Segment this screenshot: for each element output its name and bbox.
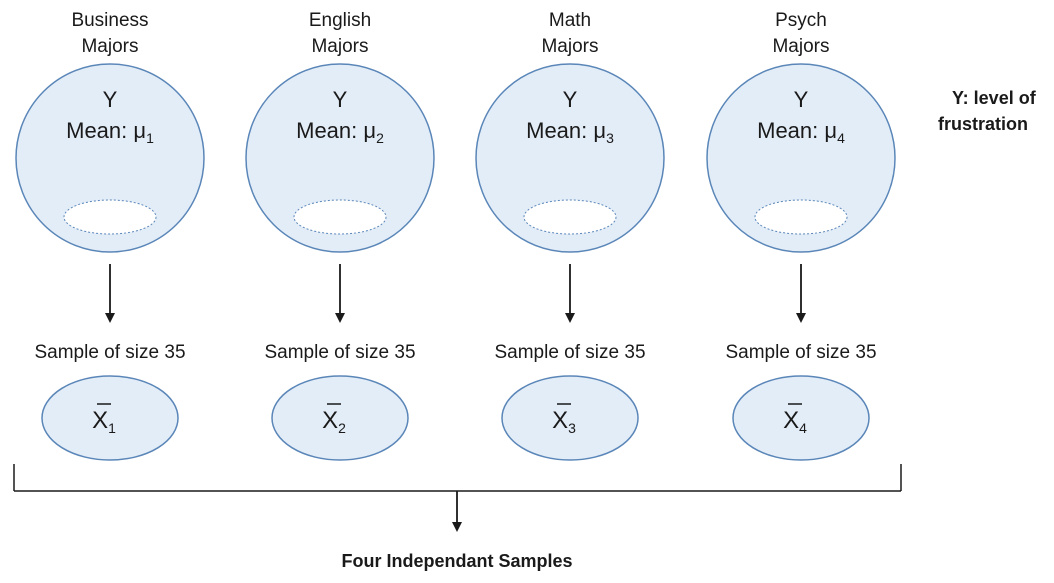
population-circle bbox=[706, 63, 896, 253]
population-name-line1: Psych bbox=[775, 10, 827, 31]
sample-ellipse bbox=[271, 375, 409, 461]
sample-hole bbox=[293, 199, 387, 235]
sample-size-label: Sample of size 35 bbox=[34, 342, 185, 363]
sample-ellipse bbox=[732, 375, 870, 461]
population-name-line2: Majors bbox=[541, 36, 598, 57]
sample-ellipse bbox=[41, 375, 179, 461]
sample-mean-xbar: X1 bbox=[92, 407, 116, 436]
sample-mean-xbar: X4 bbox=[783, 407, 807, 436]
population-group-business: Business Majors Y Mean: μ1 Sample of siz… bbox=[15, 10, 205, 461]
population-mean: Mean: μ2 bbox=[296, 118, 384, 146]
variable-definition-note: Y: level of frustration bbox=[938, 88, 1037, 134]
population-mean: Mean: μ1 bbox=[66, 118, 154, 146]
sample-hole bbox=[63, 199, 157, 235]
sample-size-label: Sample of size 35 bbox=[725, 342, 876, 363]
population-name-line1: Math bbox=[549, 10, 591, 31]
sample-hole bbox=[523, 199, 617, 235]
population-mean: Mean: μ4 bbox=[757, 118, 845, 146]
sample-mean-xbar: X3 bbox=[552, 407, 576, 436]
population-variable: Y bbox=[563, 87, 578, 112]
population-circle bbox=[15, 63, 205, 253]
population-name-line2: Majors bbox=[81, 36, 138, 57]
population-name-line1: Business bbox=[71, 10, 148, 31]
population-variable: Y bbox=[103, 87, 118, 112]
population-circle bbox=[475, 63, 665, 253]
population-group-english: English Majors Y Mean: μ2 Sample of size… bbox=[245, 10, 435, 461]
population-variable: Y bbox=[333, 87, 348, 112]
sample-size-label: Sample of size 35 bbox=[494, 342, 645, 363]
sample-mean-xbar: X2 bbox=[322, 407, 346, 436]
side-note-line2: frustration bbox=[938, 114, 1028, 134]
sample-ellipse bbox=[501, 375, 639, 461]
population-name-line1: English bbox=[309, 10, 371, 31]
sample-size-label: Sample of size 35 bbox=[264, 342, 415, 363]
side-note-line1: Y: level of bbox=[952, 88, 1037, 108]
population-group-math: Math Majors Y Mean: μ3 Sample of size 35… bbox=[475, 10, 665, 461]
sample-hole bbox=[754, 199, 848, 235]
population-group-psych: Psych Majors Y Mean: μ4 Sample of size 3… bbox=[706, 10, 896, 461]
population-name-line2: Majors bbox=[772, 36, 829, 57]
population-mean: Mean: μ3 bbox=[526, 118, 614, 146]
samples-bracket bbox=[13, 464, 902, 532]
population-circle bbox=[245, 63, 435, 253]
population-name-line2: Majors bbox=[311, 36, 368, 57]
footer-label: Four Independant Samples bbox=[341, 551, 572, 571]
population-variable: Y bbox=[794, 87, 809, 112]
